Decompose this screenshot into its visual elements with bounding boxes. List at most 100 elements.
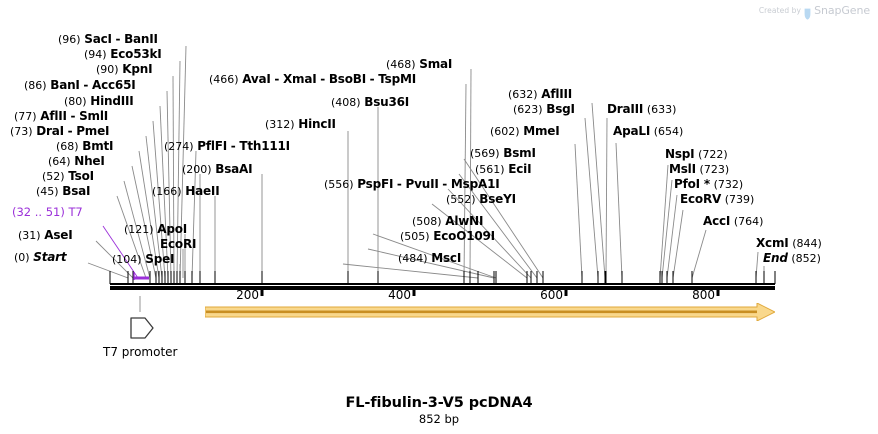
site-label-end[interactable]: End (852)	[763, 252, 821, 266]
site-label-96[interactable]: (96) SacI - BanII	[58, 33, 158, 47]
feature-range: (32 .. 51)	[12, 205, 65, 219]
site-position: (104)	[112, 253, 142, 266]
site-position: (73)	[10, 125, 33, 138]
site-label-68[interactable]: (68) BmtI	[56, 139, 114, 154]
site-label-312[interactable]: (312) HincII	[265, 118, 336, 132]
site-label-121[interactable]: (121) ApoI	[124, 222, 188, 237]
site-label-569[interactable]: (569) BsmI	[470, 146, 536, 161]
site-label-484[interactable]: (484) MscI	[398, 251, 462, 266]
site-name: ApoI	[157, 222, 188, 236]
site-name: PflFI	[197, 139, 228, 153]
site-label-844[interactable]: XcmI (844)	[756, 236, 822, 251]
site-label-466[interactable]: (466) AvaI - XmaI - BsoBI - TspMI	[209, 72, 416, 87]
site-position: (632)	[508, 88, 538, 101]
site-position: (45)	[36, 185, 59, 198]
site-label-73[interactable]: (73) DraI - PmeI	[10, 124, 110, 139]
site-name: MscI	[431, 251, 462, 265]
site-label-602[interactable]: (602) MmeI	[490, 125, 560, 139]
site-label-ecori[interactable]: EcoRI	[160, 238, 196, 251]
site-position: (654)	[653, 125, 684, 138]
site-name: PmeI	[76, 124, 110, 138]
ruler-rail-thin	[110, 283, 775, 285]
site-label-556[interactable]: (556) PspFI - PvuII - MspA1I	[324, 177, 500, 192]
site-name: BmtI	[82, 139, 114, 153]
site-label-80[interactable]: (80) HindIII	[64, 95, 134, 109]
site-label-86[interactable]: (86) BanI - Acc65I	[24, 79, 136, 93]
site-name: Tth111I	[239, 139, 290, 153]
site-label-200[interactable]: (200) BsaAI	[182, 163, 253, 177]
site-label-723[interactable]: MslI (723)	[669, 163, 730, 177]
site-label-104[interactable]: (104) SpeI	[112, 253, 174, 267]
feature-label-t7-promoter[interactable]: (32 .. 51) T7	[12, 205, 83, 219]
site-position: (90)	[96, 63, 119, 76]
site-label-654[interactable]: ApaLI (654)	[613, 125, 684, 139]
site-name: PspFI	[357, 177, 394, 191]
site-name: AflII	[40, 109, 67, 123]
site-position: (505)	[400, 230, 430, 243]
site-name: Start	[33, 250, 67, 264]
site-position: (723)	[699, 163, 730, 176]
site-name: BsmI	[503, 146, 536, 160]
site-name: TsoI	[68, 169, 94, 183]
site-position: (602)	[490, 125, 520, 138]
site-position: (312)	[265, 118, 295, 131]
site-separator: -	[274, 72, 280, 86]
site-label-739[interactable]: EcoRV (739)	[680, 193, 754, 207]
axis-tick-label-600: 600	[540, 288, 563, 302]
site-label-732[interactable]: PfoI * (732)	[674, 178, 743, 192]
site-label-632[interactable]: (632) AflIII	[508, 88, 572, 102]
site-label-45[interactable]: (45) BsaI	[36, 184, 91, 199]
site-name: BseYI	[479, 192, 516, 206]
feature-name: T7	[68, 205, 83, 219]
site-position: (200)	[182, 163, 212, 176]
site-label-90[interactable]: (90) KpnI	[96, 63, 153, 77]
site-label-722[interactable]: NspI (722)	[665, 148, 728, 162]
site-label-31[interactable]: (31) AseI	[18, 228, 73, 243]
site-label-52[interactable]: (52) TsoI	[42, 169, 94, 184]
site-position: (52)	[42, 170, 65, 183]
t7-promoter-arrow-icon[interactable]	[128, 314, 156, 342]
site-position: (561)	[475, 163, 505, 176]
orf-arrow[interactable]	[205, 303, 775, 321]
site-label-94[interactable]: (94) Eco53kI	[84, 47, 162, 62]
site-separator: -	[230, 139, 236, 153]
site-name: Eco53kI	[110, 47, 162, 61]
site-position: (31)	[18, 229, 41, 242]
site-label-623[interactable]: (623) BsgI	[513, 103, 575, 117]
site-separator: -	[369, 72, 375, 86]
site-name: SmaI	[419, 57, 453, 71]
site-label-408[interactable]: (408) Bsu36I	[331, 95, 410, 110]
t7-promoter-caption: T7 promoter	[103, 345, 178, 359]
snapgene-watermark: Created by SnapGene	[759, 4, 870, 20]
site-label-start[interactable]: (0) Start	[14, 250, 67, 265]
site-position: (633)	[646, 103, 677, 116]
site-position: (274)	[164, 140, 194, 153]
axis-tick-label-800: 800	[692, 288, 715, 302]
site-name: NheI	[74, 154, 105, 168]
site-name: BsaI	[62, 184, 91, 198]
site-name: AseI	[44, 228, 73, 242]
site-label-64[interactable]: (64) NheI	[48, 154, 105, 169]
site-name: AccI	[703, 214, 731, 228]
site-label-77[interactable]: (77) AflII - SmlI	[14, 109, 108, 124]
site-position: (466)	[209, 73, 239, 86]
site-label-633[interactable]: DraIII (633)	[607, 103, 677, 117]
site-name: AlwNI	[445, 214, 484, 228]
site-label-561[interactable]: (561) EciI	[475, 163, 532, 177]
site-name: BsoBI	[328, 72, 366, 86]
site-label-468[interactable]: (468) SmaI	[386, 57, 453, 72]
site-label-552[interactable]: (552) BseYI	[446, 192, 516, 207]
site-label-505[interactable]: (505) EcoO109I	[400, 230, 495, 244]
site-separator: -	[442, 177, 448, 191]
site-name: XcmI	[756, 236, 789, 250]
site-label-274[interactable]: (274) PflFI - Tth111I	[164, 139, 290, 154]
site-position: (552)	[446, 193, 476, 206]
site-label-166[interactable]: (166) HaeII	[152, 185, 220, 199]
site-name: Bsu36I	[364, 95, 410, 109]
site-label-764[interactable]: AccI (764)	[703, 214, 763, 229]
site-label-508[interactable]: (508) AlwNI	[412, 214, 484, 229]
site-position: (64)	[48, 155, 71, 168]
site-separator: -	[320, 72, 326, 86]
site-position: (86)	[24, 79, 47, 92]
